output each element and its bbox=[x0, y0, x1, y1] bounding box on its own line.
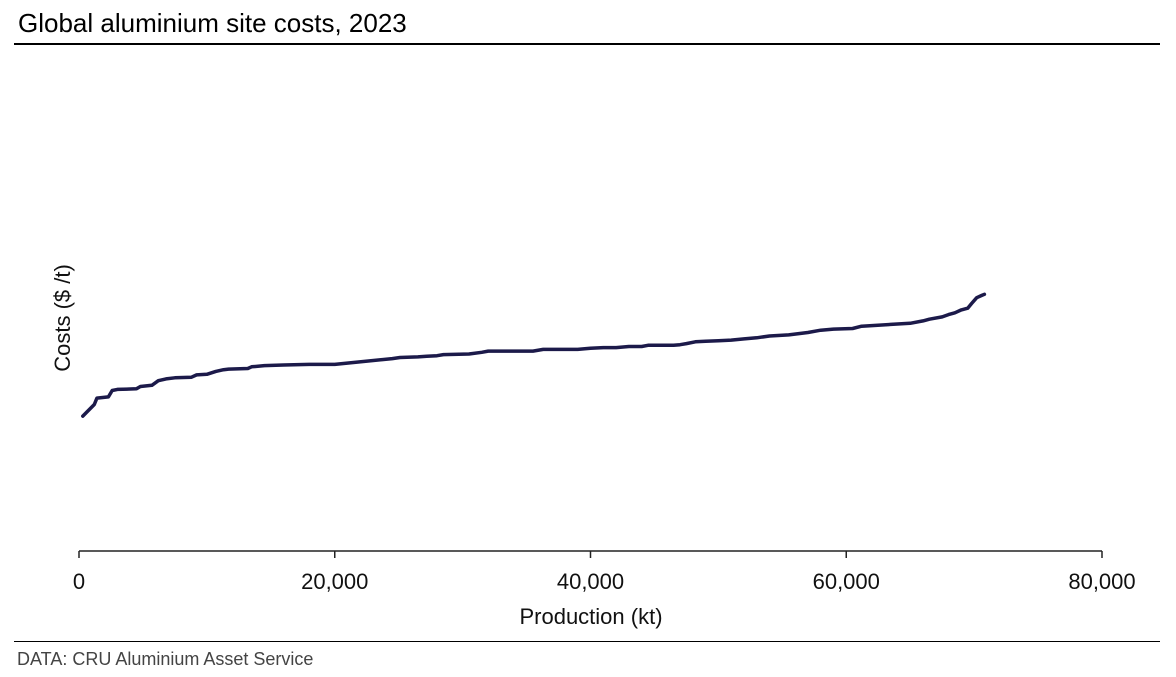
title-rule bbox=[14, 43, 1160, 45]
footer-rule bbox=[14, 641, 1160, 642]
source-note: DATA: CRU Aluminium Asset Service bbox=[17, 649, 314, 669]
x-axis-title: Production (kt) bbox=[519, 604, 662, 629]
x-tick-label: 0 bbox=[73, 569, 85, 594]
y-axis-title: Costs ($ /t) bbox=[50, 264, 75, 372]
x-tick-label: 60,000 bbox=[813, 569, 880, 594]
x-tick-label: 80,000 bbox=[1068, 569, 1135, 594]
x-tick-label: 20,000 bbox=[301, 569, 368, 594]
x-tick-label: 40,000 bbox=[557, 569, 624, 594]
chart-title: Global aluminium site costs, 2023 bbox=[18, 8, 407, 38]
x-axis: 0 20,000 40,000 60,000 80,000 bbox=[73, 550, 1136, 594]
cost-curve-line bbox=[81, 292, 987, 418]
